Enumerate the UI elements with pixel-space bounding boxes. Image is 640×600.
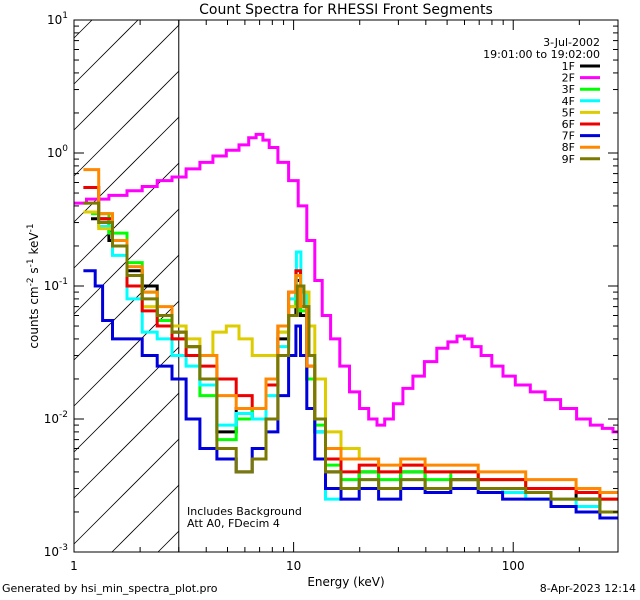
- legend-label-7F: 7F: [562, 130, 575, 143]
- legend: 3-Jul-2002 19:01:00 to 19:02:00 1F2F3F4F…: [483, 36, 600, 166]
- series-8F: [83, 168, 618, 494]
- legend-label-4F: 4F: [562, 95, 575, 108]
- series-4F: [83, 186, 618, 514]
- hatch-line: [73, 346, 180, 453]
- y-tick-label: 10-3: [44, 543, 68, 559]
- y-tick-label: 101: [47, 11, 68, 27]
- hatch-line: [73, 392, 180, 499]
- hatch-line: [73, 300, 180, 407]
- legend-label-5F: 5F: [562, 106, 575, 119]
- x-tick-label: 100: [502, 559, 525, 573]
- legend-time-range: 19:01:00 to 19:02:00: [483, 48, 600, 61]
- y-axis-label: counts cm-2 s-1 keV-1: [26, 223, 41, 348]
- annotation-background: Includes Background: [187, 505, 302, 518]
- hatch-line: [157, 530, 180, 553]
- x-tick-label: 10: [286, 559, 301, 573]
- y-tick-label: 10-2: [44, 410, 68, 426]
- legend-label-8F: 8F: [562, 141, 575, 154]
- series-5F: [83, 210, 618, 501]
- y-tick-label: 10-1: [44, 277, 68, 293]
- series-6F: [83, 186, 618, 501]
- hatch-line: [111, 484, 180, 553]
- chart-title: Count Spectra for RHESSI Front Segments: [199, 2, 493, 18]
- legend-label-3F: 3F: [562, 83, 575, 96]
- series-7F: [83, 269, 618, 520]
- hatch-line: [73, 254, 180, 361]
- x-tick-label: 1: [70, 559, 78, 573]
- series-9F: [83, 201, 618, 514]
- hatch-line: [73, 19, 93, 39]
- hatch-line: [73, 438, 180, 545]
- legend-label-6F: 6F: [562, 118, 575, 131]
- legend-date: 3-Jul-2002: [543, 36, 600, 49]
- legend-label-2F: 2F: [562, 72, 575, 85]
- hatched-region: [73, 19, 180, 553]
- footer-generated-by: Generated by hsi_min_spectra_plot.pro: [2, 582, 218, 595]
- y-tick-label: 100: [47, 144, 68, 160]
- series-3F: [91, 212, 618, 501]
- series-2F: [74, 132, 618, 434]
- legend-label-1F: 1F: [562, 60, 575, 73]
- hatch-line: [73, 70, 180, 177]
- legend-label-9F: 9F: [562, 153, 575, 166]
- hatch-line: [73, 19, 139, 85]
- hatch-line: [73, 24, 180, 131]
- axes: 1 10 100 10-3 10-2 10-1 100 101: [44, 11, 619, 573]
- series-layer: [74, 132, 618, 520]
- x-axis-label: Energy (keV): [307, 575, 384, 589]
- annotation-attenuator: Att A0, FDecim 4: [187, 517, 280, 530]
- footer-timestamp: 8-Apr-2023 12:14: [539, 582, 636, 595]
